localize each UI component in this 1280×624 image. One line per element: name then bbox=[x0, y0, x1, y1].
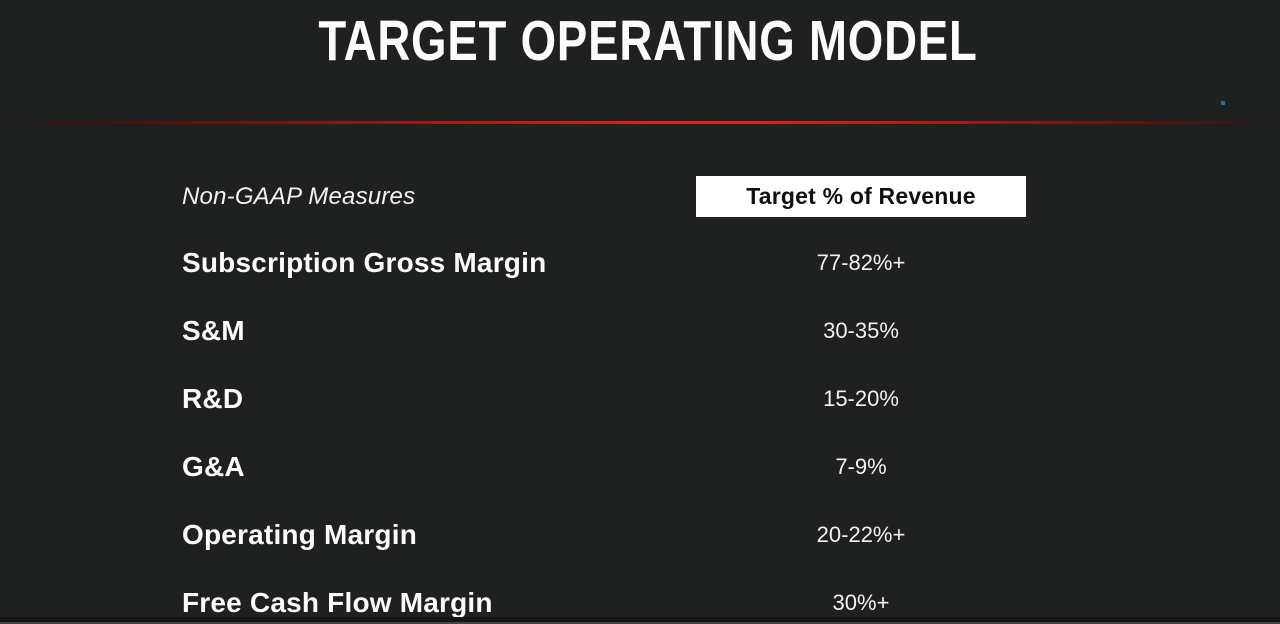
table-row: Subscription Gross Margin 77-82%+ bbox=[0, 241, 1280, 285]
measure-label: Free Cash Flow Margin bbox=[182, 587, 493, 618]
table-row: S&M 30-35% bbox=[0, 309, 1280, 353]
measure-value: 30%+ bbox=[832, 590, 890, 615]
measures-column-header: Non-GAAP Measures bbox=[182, 183, 416, 210]
measure-label: Operating Margin bbox=[182, 519, 417, 550]
table-row: G&A 7-9% bbox=[0, 445, 1280, 489]
target-percent-revenue-header: Target % of Revenue bbox=[696, 176, 1026, 217]
measure-label: S&M bbox=[182, 315, 245, 346]
measure-value: 20-22%+ bbox=[816, 522, 906, 547]
slide-title: TARGET OPERATING MODEL bbox=[318, 9, 978, 73]
measure-value: 15-20% bbox=[823, 386, 899, 411]
table-row: Free Cash Flow Margin 30%+ bbox=[0, 581, 1280, 624]
table-row: Operating Margin 20-22%+ bbox=[0, 513, 1280, 557]
measure-label: R&D bbox=[182, 383, 244, 414]
table-row: R&D 15-20% bbox=[0, 377, 1280, 421]
blue-pixel-artifact bbox=[1221, 101, 1225, 105]
measure-value: 30-35% bbox=[823, 318, 899, 343]
bottom-edge-strip bbox=[0, 617, 1280, 624]
measure-value: 7-9% bbox=[835, 454, 887, 479]
red-divider-line bbox=[0, 121, 1280, 124]
measure-label: Subscription Gross Margin bbox=[182, 247, 547, 278]
measure-value: 77-82%+ bbox=[816, 250, 906, 275]
measure-label: G&A bbox=[182, 451, 245, 482]
